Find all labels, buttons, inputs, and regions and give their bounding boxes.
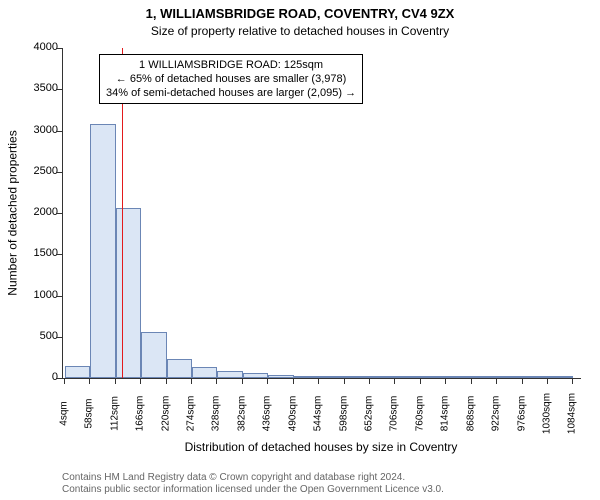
- x-tick-label: 166sqm: [135, 384, 146, 444]
- x-tick-label: 382sqm: [236, 384, 247, 444]
- y-axis-label: Number of detached properties: [6, 48, 20, 378]
- histogram-bar: [446, 376, 471, 378]
- x-tick-label: 868sqm: [465, 384, 476, 444]
- y-tick-label: 3500: [22, 82, 58, 94]
- x-axis-label: Distribution of detached houses by size …: [62, 440, 580, 454]
- chart-container: 1, WILLIAMSBRIDGE ROAD, COVENTRY, CV4 9Z…: [0, 0, 600, 500]
- x-tick-label: 1084sqm: [567, 384, 578, 444]
- x-tick-label: 274sqm: [186, 384, 197, 444]
- x-tick-label: 652sqm: [364, 384, 375, 444]
- y-tick-label: 3000: [22, 124, 58, 136]
- y-tick-label: 0: [22, 371, 58, 383]
- histogram-bar: [345, 376, 370, 378]
- x-tick-label: 544sqm: [313, 384, 324, 444]
- x-tick-label: 112sqm: [109, 384, 120, 444]
- histogram-bar: [523, 376, 548, 378]
- x-tick-label: 922sqm: [491, 384, 502, 444]
- x-tick-label: 1030sqm: [542, 384, 553, 444]
- histogram-bar: [116, 208, 141, 378]
- y-tick-label: 2500: [22, 165, 58, 177]
- annotation-line3: 34% of semi-detached houses are larger (…: [106, 86, 356, 100]
- x-tick-label: 436sqm: [262, 384, 273, 444]
- attribution-line2: Contains public sector information licen…: [62, 484, 444, 496]
- y-tick-label: 1000: [22, 289, 58, 301]
- histogram-bar: [268, 375, 293, 378]
- histogram-bar: [395, 376, 420, 378]
- annotation-box: 1 WILLIAMSBRIDGE ROAD: 125sqm ← 65% of d…: [99, 54, 363, 104]
- histogram-bar: [90, 124, 115, 378]
- x-tick-label: 220sqm: [160, 384, 171, 444]
- histogram-bar: [167, 359, 192, 378]
- x-tick-label: 976sqm: [516, 384, 527, 444]
- x-tick-label: 814sqm: [440, 384, 451, 444]
- x-tick-label: 760sqm: [414, 384, 425, 444]
- y-tick-label: 4000: [22, 41, 58, 53]
- y-tick-label: 1500: [22, 247, 58, 259]
- y-tick-label: 500: [22, 330, 58, 342]
- histogram-bar: [217, 371, 242, 378]
- x-tick-label: 58sqm: [84, 384, 95, 444]
- histogram-bar: [294, 376, 319, 378]
- histogram-bar: [319, 376, 344, 378]
- histogram-bar: [65, 366, 90, 378]
- histogram-bar: [141, 332, 166, 378]
- chart-title: 1, WILLIAMSBRIDGE ROAD, COVENTRY, CV4 9Z…: [0, 6, 600, 21]
- histogram-bar: [370, 376, 395, 378]
- attribution-line1: Contains HM Land Registry data © Crown c…: [62, 472, 444, 484]
- annotation-line2: ← 65% of detached houses are smaller (3,…: [106, 72, 356, 86]
- x-tick-label: 706sqm: [389, 384, 400, 444]
- plot-area: 1 WILLIAMSBRIDGE ROAD: 125sqm ← 65% of d…: [62, 48, 581, 379]
- x-tick-label: 328sqm: [211, 384, 222, 444]
- histogram-bar: [548, 376, 573, 378]
- histogram-bar: [472, 376, 497, 378]
- x-tick-label: 490sqm: [287, 384, 298, 444]
- annotation-line1: 1 WILLIAMSBRIDGE ROAD: 125sqm: [106, 58, 356, 72]
- histogram-bar: [497, 376, 522, 378]
- y-tick-label: 2000: [22, 206, 58, 218]
- x-tick-label: 4sqm: [58, 384, 69, 444]
- histogram-bar: [243, 373, 268, 378]
- histogram-bar: [192, 367, 217, 378]
- x-tick-label: 598sqm: [338, 384, 349, 444]
- histogram-bar: [421, 376, 446, 378]
- chart-subtitle: Size of property relative to detached ho…: [0, 24, 600, 38]
- attribution: Contains HM Land Registry data © Crown c…: [62, 472, 444, 496]
